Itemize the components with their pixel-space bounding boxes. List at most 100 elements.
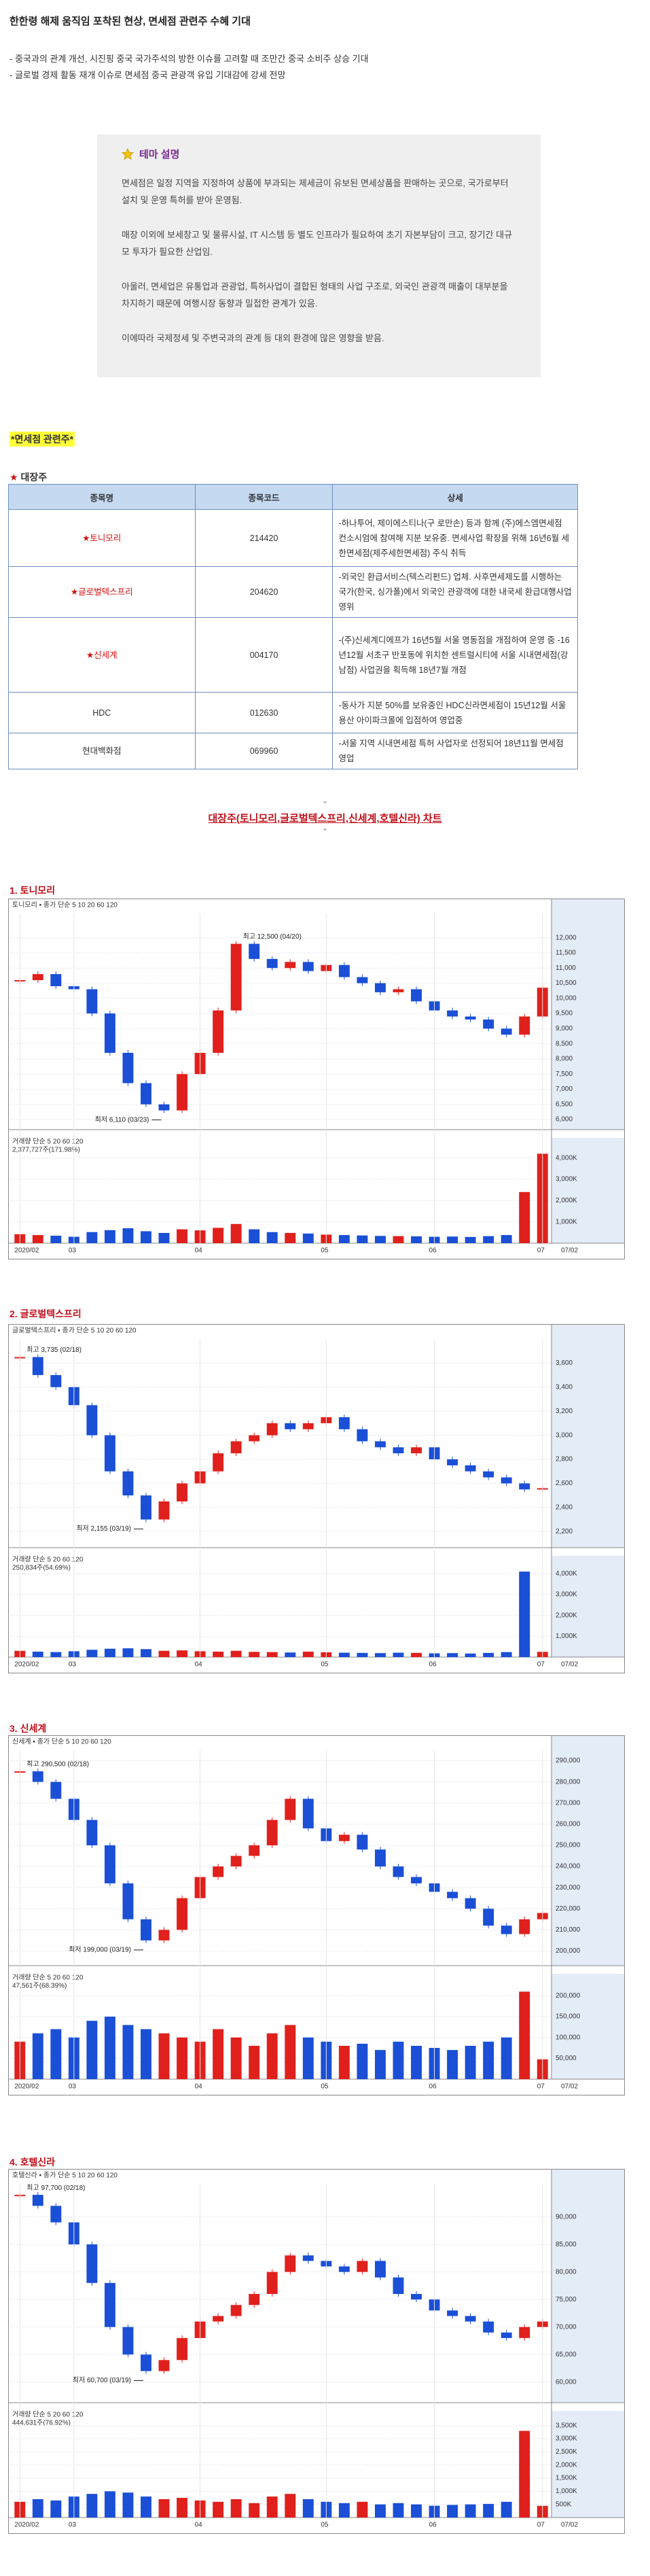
volume-bar: [483, 1236, 494, 1243]
volume-bar: [357, 1235, 368, 1243]
volume-bar: [393, 2041, 404, 2079]
candle: [122, 1053, 134, 1083]
volume-bar: [374, 2050, 386, 2079]
candle: [249, 1845, 260, 1856]
table-cell: -서울 지역 시내면세점 특허 사업자로 선정되어 18년11월 면세점 영업: [332, 733, 578, 769]
candle: [158, 1501, 170, 1520]
chart-frame: [8, 1735, 625, 2095]
candle: [447, 1459, 458, 1465]
theme-heading: 테마 설명: [122, 147, 516, 161]
price-axis-bg: [552, 1736, 624, 1966]
candle: [177, 2337, 188, 2361]
x-tick-label: 2020/02: [14, 2522, 39, 2529]
volume-bar: [501, 2501, 512, 2518]
end-label: 07/02: [561, 1247, 578, 1255]
candle: [357, 1834, 368, 1850]
volume-bar: [357, 2501, 368, 2518]
candle: [285, 1798, 296, 1820]
bullet: - 중국과의 관계 개선, 시진핑 중국 국가주석의 방한 이슈를 고려할 때 …: [10, 54, 369, 64]
chart-link-text[interactable]: 대장주(토니모리,글로벌텍스프리,신세계,호텔신라) 차트: [208, 813, 442, 824]
y-tick-label: 8,500: [556, 1040, 573, 1047]
candle: [501, 1028, 512, 1035]
volume-legend: 거래량 단순 5 20 60 120: [12, 2411, 84, 2419]
candle: [519, 1483, 530, 1490]
candle: [357, 1429, 368, 1442]
y-tick-label: 100,000: [556, 2034, 581, 2041]
candle: [213, 1866, 224, 1877]
y-tick-label: 1,000K: [556, 1633, 577, 1640]
stock-table: 종목명 종목코드 상세 ★토니모리 214420 -하나투어, 제이에스티나(구 로…: [8, 484, 578, 769]
volume-bar: [104, 1230, 115, 1243]
y-tick-label: 9,500: [556, 1010, 573, 1017]
chart-legend: 신세계 ▪ 종가 단순 5 10 20 60 120: [12, 1738, 111, 1746]
volume-bar: [519, 1991, 530, 2079]
volume-bar: [501, 2037, 512, 2079]
volume-bar: [285, 1652, 296, 1657]
volume-bar: [411, 2504, 422, 2518]
candle: [158, 1930, 170, 1940]
chart-title: 4. 호텔신라: [10, 2157, 56, 2168]
volume-bar: [266, 2496, 278, 2518]
y-tick-label: 11,000: [556, 964, 576, 972]
volume-bar: [393, 1236, 404, 1243]
volume-bar: [213, 1652, 224, 1657]
candle: [447, 2310, 458, 2316]
leader-label: ★ 대장주: [10, 472, 48, 483]
candle: [141, 2354, 151, 2371]
volume-bar: [50, 1236, 62, 1243]
volume-bar: [302, 1233, 314, 1243]
y-tick-label: 3,000K: [556, 1591, 577, 1599]
volume-bar: [266, 2033, 278, 2079]
chart-legend: 호텔신라 ▪ 종가 단순 5 10 20 60 120: [12, 2172, 118, 2180]
high-label: 최고 97,700 (02/18): [26, 2184, 85, 2192]
volume-bar: [32, 2499, 43, 2518]
candle: [519, 1919, 530, 1934]
x-tick-label: 05: [321, 1661, 329, 1669]
candle: [86, 1820, 98, 1845]
volume-bar: [374, 1236, 386, 1243]
volume-label: 47,561주(68.39%): [12, 1983, 67, 1990]
x-tick-label: 04: [195, 2522, 203, 2529]
volume-bar: [411, 2045, 422, 2079]
candle: [393, 1866, 404, 1877]
volume-bar: [177, 1229, 188, 1243]
candle: [158, 1104, 170, 1111]
x-tick-label: 05: [321, 2522, 329, 2529]
candle: [411, 2294, 422, 2300]
volume-bar: [213, 1228, 224, 1243]
candle: [122, 2327, 134, 2355]
candle: [32, 1771, 43, 1782]
chart-frame: [8, 1324, 625, 1673]
volume-bar: [393, 2503, 404, 2518]
table-cell: 현대백화점: [8, 733, 196, 769]
y-tick-label: 1,500K: [556, 2475, 577, 2482]
volume-label: 444,631주(76.92%): [12, 2420, 71, 2427]
candle: [230, 1856, 242, 1867]
y-tick-label: 3,400: [556, 1383, 573, 1391]
candle: [266, 1820, 278, 1845]
volume-bar: [249, 2503, 260, 2518]
candle: [177, 1483, 188, 1502]
x-tick-label: 03: [69, 2083, 77, 2091]
volume-label: 250,834주(54.69%): [12, 1565, 71, 1572]
y-tick-label: 65,000: [556, 2351, 577, 2359]
candle: [104, 1845, 115, 1883]
y-tick-label: 3,000K: [556, 1176, 577, 1183]
candle: [447, 1010, 458, 1017]
y-tick-label: 12,000: [556, 934, 577, 941]
candle: [338, 2266, 350, 2272]
y-tick-label: 1,000K: [556, 2488, 577, 2495]
candle: [122, 1471, 134, 1496]
y-tick-label: 2,800: [556, 1456, 573, 1463]
candle: [104, 1435, 115, 1472]
volume-bar: [86, 2021, 98, 2079]
volume-axis-bg: [552, 1138, 624, 1243]
y-tick-label: 90,000: [556, 2213, 577, 2221]
volume-bar: [483, 2041, 494, 2079]
candle: [501, 1926, 512, 1934]
volume-bar: [50, 2500, 62, 2518]
volume-bar: [141, 2029, 151, 2079]
price-axis-bg: [552, 1325, 624, 1548]
volume-bar: [447, 1653, 458, 1657]
